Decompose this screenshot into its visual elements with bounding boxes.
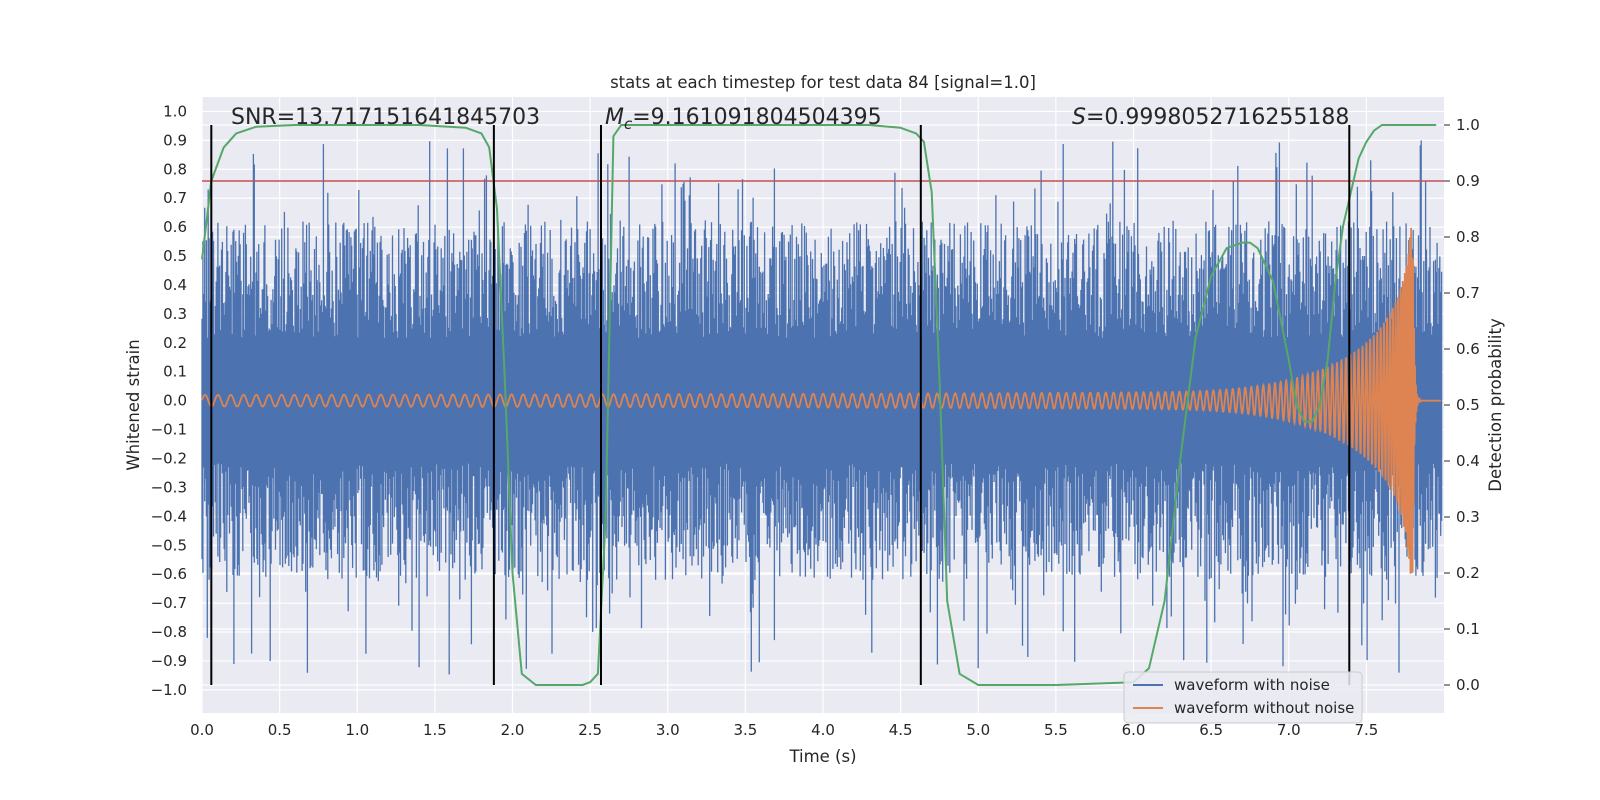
legend: waveform with noise waveform without noi… [1123, 671, 1363, 724]
y-right-tick-label: 0.7 [1456, 284, 1480, 302]
y-right-tick-label: 0.8 [1456, 228, 1480, 246]
y-right-tick-label: 0.4 [1456, 452, 1480, 470]
x-tick-label: 3.0 [656, 721, 680, 739]
y-left-tick-label: −0.8 [151, 623, 187, 641]
y-right-tick-label: 0.6 [1456, 340, 1480, 358]
y-left-tick-label: −0.9 [151, 652, 187, 670]
x-ticks: 0.0 0.5 1.0 1.5 2.0 2.5 3.0 3.5 4.0 4.5 5.0 5.5 6.0 6… [190, 721, 1378, 739]
chirp-mass-subscript: c [624, 115, 633, 133]
y-left-tick-label: 0.0 [163, 392, 187, 410]
y-right-tick-label: 0.0 [1456, 676, 1480, 694]
x-tick-label: 0.5 [268, 721, 292, 739]
y-right-tick-label: 0.5 [1456, 396, 1480, 414]
x-axis-label: Time (s) [788, 747, 856, 766]
series-waveform-without-noise [201, 227, 1441, 574]
x-tick-label: 7.0 [1277, 721, 1301, 739]
y-left-tick-label: 1.0 [163, 102, 187, 120]
y-left-tick-label: 0.6 [163, 218, 187, 236]
legend-box [1123, 671, 1363, 724]
x-tick-label: 1.5 [423, 721, 447, 739]
y-left-tick-label: 0.5 [163, 247, 187, 265]
y-left-tick-label: 0.2 [163, 334, 187, 352]
s-annotation: S=0.9998052716255188 [1072, 105, 1349, 130]
x-tick-label: 4.0 [811, 721, 835, 739]
x-tick-label: 7.5 [1354, 721, 1378, 739]
y-left-tick-label: 0.1 [163, 363, 187, 381]
y-left-tick-label: −0.2 [151, 450, 187, 468]
legend-label-noise: waveform with noise [1174, 676, 1330, 694]
y-left-ticks: 1.0 0.9 0.8 0.7 0.6 0.5 0.4 0.3 0.2 0.1 0.0 −0.1 −0.… [151, 102, 187, 698]
chart-title: stats at each timestep for test data 84 … [610, 73, 1036, 92]
chirp-mass-annotation: Mc=9.161091804504395 [605, 105, 882, 133]
y-left-tick-label: −1.0 [151, 681, 187, 699]
legend-label-clean: waveform without noise [1174, 699, 1354, 717]
y-right-ticks: 1.0 0.9 0.8 0.7 0.6 0.5 0.4 0.3 0.2 0.1 0.0 [1444, 116, 1480, 694]
x-tick-label: 5.0 [966, 721, 990, 739]
chirp-mass-symbol: M [605, 105, 624, 130]
y-left-tick-label: −0.5 [151, 536, 187, 554]
x-tick-label: 2.0 [501, 721, 525, 739]
y-left-tick-label: −0.6 [151, 565, 187, 583]
x-tick-label: 6.0 [1122, 721, 1146, 739]
x-tick-label: 0.0 [190, 721, 214, 739]
s-value: =0.9998052716255188 [1086, 105, 1349, 130]
x-tick-label: 6.5 [1199, 721, 1223, 739]
y-left-tick-label: −0.3 [151, 478, 187, 496]
snr-annotation: SNR=13.717151641845703 [231, 105, 540, 130]
y-right-tick-label: 0.1 [1456, 620, 1480, 638]
y-right-tick-label: 0.9 [1456, 172, 1480, 190]
y-left-tick-label: 0.3 [163, 305, 187, 323]
plot-content [201, 124, 1444, 686]
y-left-tick-label: −0.4 [151, 507, 187, 525]
y-right-tick-label: 0.2 [1456, 564, 1480, 582]
y-left-tick-label: 0.9 [163, 131, 187, 149]
x-tick-label: 5.5 [1044, 721, 1068, 739]
x-tick-label: 4.5 [889, 721, 913, 739]
y-left-tick-label: 0.7 [163, 189, 187, 207]
series-waveform-with-noise [201, 140, 1443, 675]
y-right-tick-label: 0.3 [1456, 508, 1480, 526]
y-left-tick-label: 0.4 [163, 276, 187, 294]
x-tick-label: 2.5 [578, 721, 602, 739]
y-left-tick-label: 0.8 [163, 160, 187, 178]
y-left-axis-label: Whitened strain [124, 339, 143, 470]
y-left-tick-label: −0.1 [151, 421, 187, 439]
s-symbol: S [1072, 105, 1086, 130]
chirp-mass-value: =9.161091804504395 [632, 105, 881, 130]
x-tick-label: 3.5 [733, 721, 757, 739]
y-right-axis-label: Detection probability [1486, 318, 1505, 492]
y-right-tick-label: 1.0 [1456, 116, 1480, 134]
x-tick-label: 1.0 [345, 721, 369, 739]
y-left-tick-label: −0.7 [151, 594, 187, 612]
